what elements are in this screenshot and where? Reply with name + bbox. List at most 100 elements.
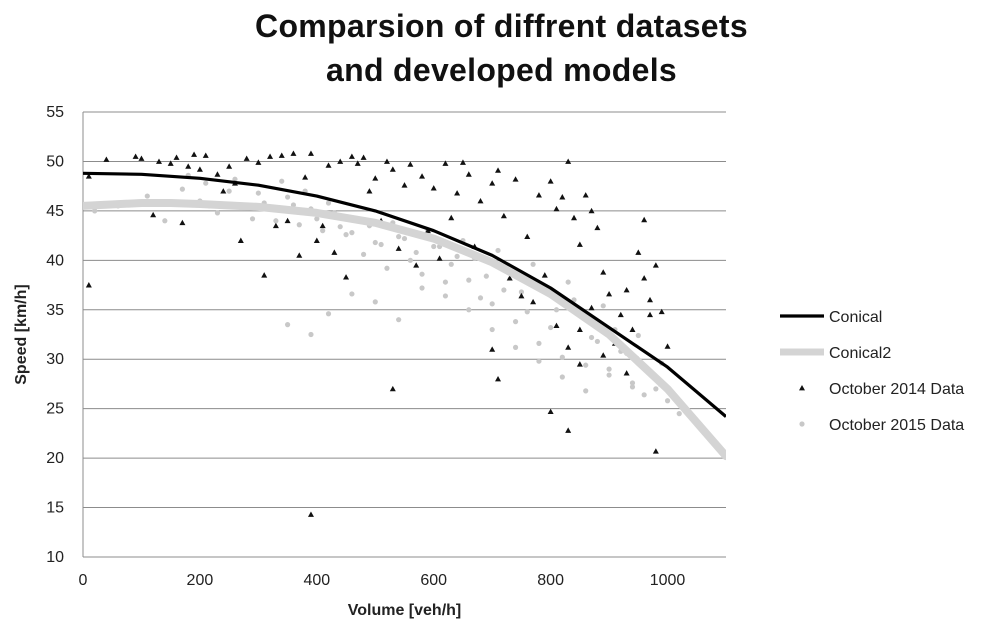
data-point-2015 (279, 178, 285, 184)
data-point-2014 (535, 192, 542, 198)
data-point-2015 (284, 194, 291, 200)
data-point-2015 (360, 251, 367, 257)
data-point-2014 (196, 166, 203, 172)
data-point-2015 (477, 295, 484, 301)
data-point-2015 (372, 239, 378, 246)
data-point-2014 (652, 262, 659, 268)
data-point-2015 (255, 190, 261, 196)
data-point-2014 (623, 287, 630, 293)
data-point-2014 (489, 180, 496, 186)
data-point-2015 (653, 386, 659, 392)
x-tick-label: 400 (303, 572, 330, 589)
data-point-2015 (583, 388, 589, 394)
data-point-2014 (512, 176, 519, 182)
y-tick-label: 45 (46, 203, 64, 220)
data-point-2015 (676, 411, 682, 417)
data-point-2014 (594, 224, 601, 231)
data-point-2014 (360, 154, 367, 160)
data-point-2014 (167, 160, 174, 166)
data-point-2015 (518, 289, 525, 295)
data-point-2015 (536, 340, 542, 346)
data-point-2014 (629, 326, 636, 332)
data-point-2014 (495, 167, 502, 173)
data-point-2015 (343, 232, 349, 238)
data-point-2015 (448, 261, 454, 267)
data-point-2015 (442, 293, 449, 299)
data-point-2014 (658, 308, 665, 315)
data-point-2015 (162, 218, 168, 224)
data-point-2014 (278, 152, 285, 158)
data-point-2015 (664, 398, 671, 404)
data-point-2015 (466, 307, 472, 313)
data-point-2014 (85, 282, 92, 288)
data-point-2014 (565, 427, 572, 433)
data-point-2014 (348, 153, 355, 159)
data-point-2015 (372, 299, 378, 305)
x-axis-title: Volume [veh/h] (348, 602, 462, 619)
data-point-2014 (617, 311, 624, 318)
data-point-2014 (132, 153, 139, 159)
data-point-2015 (413, 249, 419, 256)
data-point-2014 (565, 344, 572, 350)
data-point-2014 (389, 385, 396, 392)
data-point-2014 (401, 182, 408, 188)
data-point-2014 (541, 272, 548, 278)
data-point-2014 (138, 155, 145, 161)
data-point-2014 (576, 361, 583, 367)
data-point-2014 (395, 245, 402, 251)
data-point-2014 (582, 192, 589, 198)
data-point-2014 (454, 190, 461, 196)
data-point-2015 (384, 265, 390, 271)
data-point-2015 (407, 257, 413, 263)
data-point-2014 (343, 274, 350, 280)
data-point-2015 (249, 216, 256, 222)
data-point-2014 (214, 171, 221, 177)
data-point-2015 (489, 326, 495, 333)
data-point-2014 (571, 214, 578, 221)
y-tick-label: 35 (46, 302, 64, 319)
data-point-2014 (641, 275, 648, 281)
data-point-2015 (92, 208, 98, 214)
data-point-2015 (396, 317, 402, 323)
data-point-2014 (307, 150, 314, 156)
data-point-2014 (389, 166, 396, 172)
data-point-2015 (284, 322, 291, 328)
data-point-2015 (495, 247, 501, 254)
data-point-2014 (366, 188, 373, 194)
data-point-2014 (237, 237, 244, 243)
data-point-2014 (202, 152, 209, 158)
chart-title-line-1: Comparsion of diffrent datasets (255, 8, 748, 44)
data-point-2015 (512, 344, 519, 350)
data-point-2014 (150, 211, 157, 218)
data-point-2014 (635, 249, 642, 255)
data-point-2015 (606, 372, 612, 378)
data-point-2015 (565, 279, 571, 285)
data-point-2015 (308, 331, 314, 338)
legend-label: Conical2 (829, 345, 891, 362)
data-point-2014 (600, 352, 607, 358)
data-point-2015 (203, 180, 209, 186)
data-point-2015 (431, 243, 437, 250)
x-tick-label: 0 (79, 572, 88, 589)
data-point-2014 (647, 311, 654, 318)
data-point-2014 (495, 376, 502, 382)
series-line-conical2 (83, 199, 726, 461)
data-point-2015 (559, 374, 565, 380)
data-point-2015 (144, 193, 150, 199)
data-point-2014 (530, 298, 537, 305)
legend-swatch-2015 (799, 421, 805, 427)
legend-label: Conical (829, 309, 882, 326)
data-point-2014 (465, 171, 472, 177)
data-point-2014 (565, 158, 572, 164)
data-point-2014 (506, 275, 513, 281)
y-tick-label: 15 (46, 500, 64, 517)
data-point-2014 (354, 160, 361, 166)
y-tick-label: 55 (46, 104, 64, 121)
data-point-2015 (629, 380, 636, 386)
data-point-2015 (530, 261, 536, 267)
data-point-2014 (220, 188, 227, 194)
data-point-2015 (583, 362, 589, 368)
data-point-2014 (331, 249, 338, 255)
y-tick-label: 50 (46, 153, 64, 170)
